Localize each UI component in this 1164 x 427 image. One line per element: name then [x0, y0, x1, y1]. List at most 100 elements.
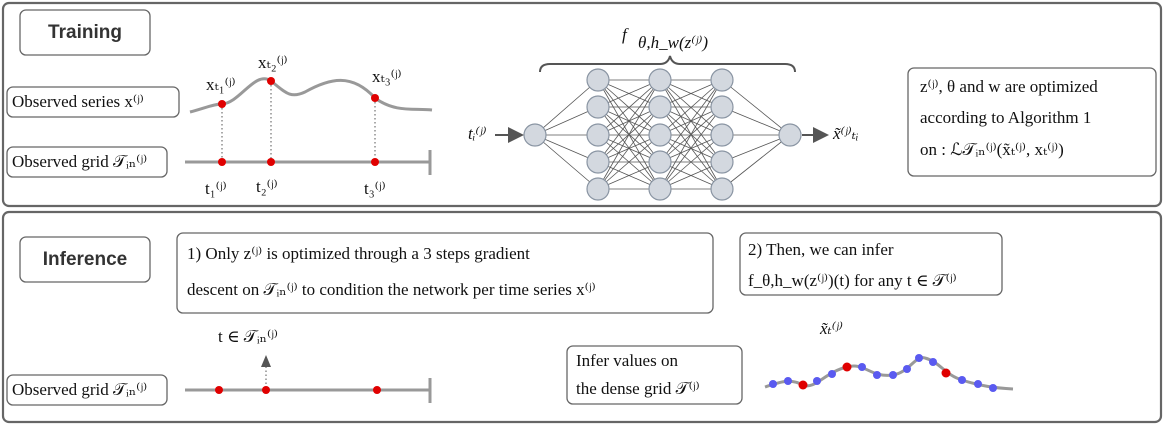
observed-point [941, 368, 951, 378]
grid-point [267, 158, 275, 166]
dense-point [903, 365, 911, 373]
output-label: x̃⁽ʲ⁾ₜᵢ [832, 124, 859, 143]
dense-point [784, 377, 792, 385]
connection [659, 79, 723, 136]
neuron [648, 95, 672, 119]
neuron [586, 177, 610, 201]
connection [597, 106, 661, 190]
neuron [778, 123, 802, 147]
time-label: t₂⁽ʲ⁾ [256, 177, 278, 196]
dense-point [915, 354, 923, 362]
network-symbol: f [622, 25, 629, 44]
step2-line: f_θ,h_w(z⁽ʲ⁾)(t) for any t ∈ 𝒯⁽ʲ⁾ [748, 271, 957, 290]
neuron [648, 123, 672, 147]
observed-point [842, 362, 852, 372]
input-label: tᵢ⁽ʲ⁾ [468, 124, 487, 143]
connection [534, 79, 599, 136]
observed-point [798, 380, 808, 390]
inference-label-box [19, 236, 151, 283]
grid-point [371, 158, 379, 166]
sample-point [218, 100, 226, 108]
sample-points [218, 77, 379, 166]
grid-point [262, 386, 270, 394]
dense-points [769, 354, 997, 392]
training-label-box [19, 9, 151, 56]
dense-point [989, 384, 997, 392]
neuron [710, 123, 734, 147]
network-brace [539, 55, 796, 73]
connection [721, 79, 791, 136]
inference-panel [1, 210, 1163, 424]
sample-point [371, 94, 379, 102]
connection [721, 134, 791, 190]
dense-point [889, 371, 897, 379]
neuron [586, 95, 610, 119]
connection [659, 106, 723, 190]
query-label: t ∈ 𝒯ᵢₙ⁽ʲ⁾ [218, 327, 278, 346]
neuron [648, 177, 672, 201]
neuron [710, 150, 734, 174]
step1-line: 1) Only z⁽ʲ⁾ is optimized through a 3 st… [187, 244, 530, 263]
dense-point [873, 371, 881, 379]
neuron [710, 95, 734, 119]
connection [597, 79, 661, 136]
neuron [523, 123, 547, 147]
dense-note-line: Infer values on [576, 351, 678, 370]
grid-label-box [6, 146, 168, 178]
dense-point [958, 376, 966, 384]
network-subscript: θ,h_w(z⁽ʲ⁾) [638, 33, 708, 52]
neuron [710, 68, 734, 92]
neuron [648, 150, 672, 174]
neuron [648, 68, 672, 92]
connection [659, 79, 723, 190]
point-label: xₜ₃⁽ʲ⁾ [372, 67, 402, 86]
connection [721, 134, 791, 163]
grid-label: Observed grid 𝒯ᵢₙ⁽ʲ⁾ [12, 380, 147, 399]
grid-point [215, 386, 223, 394]
neural-network [523, 68, 802, 201]
step2-box [739, 232, 1003, 296]
connection [534, 134, 599, 190]
series-label: Observed series x⁽ʲ⁾ [12, 92, 144, 111]
connection [659, 134, 723, 190]
dense-point [769, 380, 777, 388]
grid-point [218, 158, 226, 166]
connection [659, 79, 723, 163]
dense-point [929, 358, 937, 366]
grid-label-box [6, 374, 168, 406]
step1-line: descent on 𝒯ᵢₙ⁽ʲ⁾ to condition the netwo… [187, 280, 596, 299]
neuron [710, 177, 734, 201]
dense-note-line: the dense grid 𝒯⁽ʲ⁾ [576, 379, 700, 398]
connection [597, 79, 661, 163]
time-label: t₃⁽ʲ⁾ [364, 179, 386, 198]
time-label: t₁⁽ʲ⁾ [205, 179, 227, 198]
dense-point [813, 377, 821, 385]
dense-point [974, 380, 982, 388]
step2-line: 2) Then, we can infer [748, 240, 894, 259]
grid-label: Observed grid 𝒯ᵢₙ⁽ʲ⁾ [12, 152, 147, 171]
neuron [586, 68, 610, 92]
note-box [907, 67, 1157, 177]
neuron [586, 123, 610, 147]
training-label: Training [48, 22, 122, 43]
point-label: xₜ₁⁽ʲ⁾ [206, 75, 236, 94]
dense-point [828, 370, 836, 378]
sample-point [267, 77, 275, 85]
connection [721, 106, 791, 136]
dense-point [858, 363, 866, 371]
connection [597, 79, 661, 190]
point-label: xₜ₂⁽ʲ⁾ [258, 53, 288, 72]
neuron [586, 150, 610, 174]
query-arrowhead [261, 355, 271, 367]
inference-label: Inference [43, 249, 127, 270]
dense-note-box [566, 345, 743, 405]
connection [597, 134, 661, 190]
grid-point [373, 386, 381, 394]
training-panel [1, 1, 1163, 208]
dense-output-label: x̃ₜ⁽ʲ⁾ [819, 319, 843, 338]
series-label-box [6, 86, 180, 118]
note-line: on : ℒ𝒯ᵢₙ⁽ʲ⁾(x̃ₜ⁽ʲ⁾, xₜ⁽ʲ⁾) [920, 140, 1064, 159]
note-line: z⁽ʲ⁾, θ and w are optimized [920, 77, 1098, 96]
